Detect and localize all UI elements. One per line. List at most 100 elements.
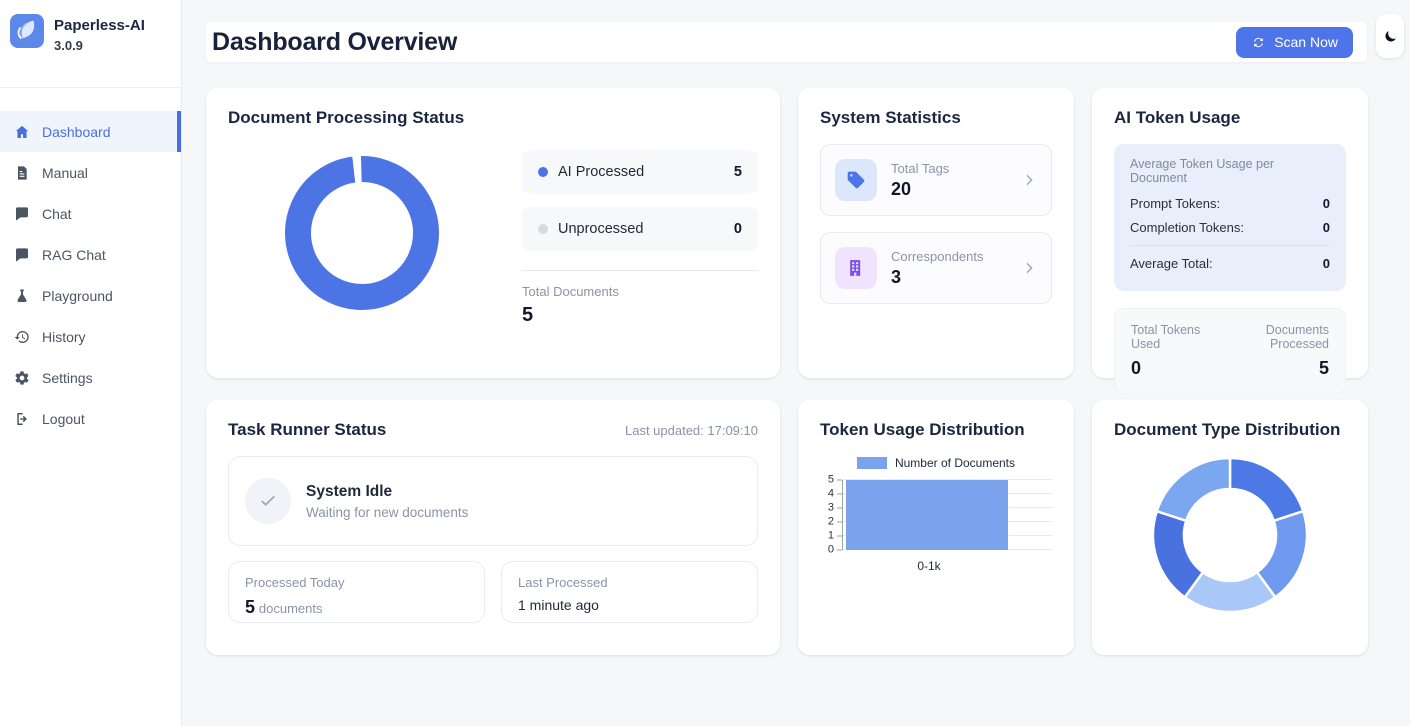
card-ai-token-usage: AI Token Usage Average Token Usage per D… <box>1092 88 1368 394</box>
legend-dot <box>538 167 548 177</box>
building-icon <box>850 260 861 276</box>
card-document-processing-status: Document Processing Status AI Processed … <box>206 88 780 378</box>
stat-label: Total Tags <box>891 160 950 176</box>
card-title: Document Processing Status <box>228 108 465 127</box>
average-total-row: Average Total: 0 <box>1130 256 1330 271</box>
sidebar-item-label: Logout <box>42 410 85 427</box>
sidebar-item-rag-chat[interactable]: RAG Chat <box>0 234 181 275</box>
stat-row-total-tags[interactable]: Total Tags 20 <box>820 144 1052 216</box>
card-title: System Statistics <box>820 108 961 127</box>
scan-now-label: Scan Now <box>1274 34 1338 50</box>
home-icon <box>15 125 29 138</box>
kv-label: Completion Tokens: <box>1130 220 1244 235</box>
building-icon <box>835 247 877 289</box>
bar-rect <box>846 480 1008 550</box>
tag-icon <box>835 159 877 201</box>
sidebar-item-label: Settings <box>42 369 93 386</box>
dark-mode-toggle[interactable] <box>1376 14 1404 58</box>
donut-segment <box>1155 456 1232 523</box>
check-icon <box>245 478 291 524</box>
page-title: Dashboard Overview <box>212 27 458 56</box>
sidebar-item-label: Playground <box>42 287 113 304</box>
total-tokens-label: Total Tokens Used <box>1131 323 1201 351</box>
bar-plot <box>842 479 1052 550</box>
dashboard-grid: Document Processing Status AI Processed … <box>206 88 1404 655</box>
card-document-type-distribution: Document Type Distribution <box>1092 400 1368 655</box>
kv-value: 0 <box>1322 220 1330 235</box>
avg-usage-header: Average Token Usage per Document <box>1130 157 1275 185</box>
sidebar-item-label: Chat <box>42 205 72 222</box>
sidebar-item-label: Dashboard <box>42 123 111 140</box>
y-tick: 2 <box>828 516 842 528</box>
x-axis-category-label: 0-1k <box>917 559 941 573</box>
card-token-usage-distribution: Token Usage Distribution Number of Docum… <box>798 400 1074 655</box>
stat-label: Correspondents <box>891 248 984 264</box>
kv-value: 0 <box>1322 256 1330 271</box>
history-clock-icon <box>14 330 29 343</box>
legend-dot <box>538 224 548 234</box>
donut-segment <box>1151 509 1205 600</box>
status-title: System Idle <box>306 482 393 500</box>
card-task-runner-status: Task Runner Status Last updated: 17:09:1… <box>206 400 780 655</box>
sidebar-item-history[interactable]: History <box>0 316 181 357</box>
prompt-tokens-row: Prompt Tokens: 0 <box>1130 196 1330 211</box>
scan-now-button[interactable]: Scan Now <box>1236 26 1353 58</box>
divider <box>1130 245 1330 246</box>
leaf-icon <box>10 14 44 48</box>
total-documents-label: Total Documents <box>522 284 619 299</box>
token-usage-bar-chart: 0 1 2 3 4 5 <box>822 474 1052 555</box>
sidebar: Paperless-AI 3.0.9 Dashboard Manual Chat… <box>0 0 182 726</box>
legend-item-unprocessed: Unprocessed 0 <box>522 207 758 251</box>
legend-value: 0 <box>733 221 742 237</box>
gear-icon <box>15 370 29 385</box>
main-content: Dashboard Overview Scan Now Document Pro… <box>182 0 1410 655</box>
chat-bubble-icon <box>16 206 28 221</box>
y-tick: 0 <box>828 544 842 556</box>
card-title: Token Usage Distribution <box>820 420 1025 439</box>
sidebar-item-dashboard[interactable]: Dashboard <box>0 111 181 152</box>
sidebar-item-label: RAG Chat <box>42 246 106 263</box>
app-name: Paperless-AI <box>54 17 145 34</box>
sidebar-item-label: Manual <box>42 164 88 181</box>
processed-today-value: 5 <box>245 597 256 617</box>
sidebar-nav: Dashboard Manual Chat RAG Chat Playgroun… <box>0 88 181 439</box>
kv-label: Average Total: <box>1130 256 1213 271</box>
total-documents-value: 5 <box>522 304 534 326</box>
card-title: Task Runner Status <box>228 420 387 439</box>
last-processed-panel: Last Processed 1 minute ago <box>501 561 758 623</box>
sidebar-item-manual[interactable]: Manual <box>0 152 181 193</box>
chevron-right-icon <box>1021 172 1037 188</box>
average-usage-panel: Average Token Usage per Document Prompt … <box>1114 144 1346 291</box>
app-logo: Paperless-AI 3.0.9 <box>0 0 181 88</box>
bar-y-axis: 0 1 2 3 4 5 <box>822 474 842 555</box>
donut-segment <box>1228 456 1305 523</box>
stat-row-correspondents[interactable]: Correspondents 3 <box>820 232 1052 304</box>
sidebar-item-chat[interactable]: Chat <box>0 193 181 234</box>
kv-value: 0 <box>1322 196 1330 211</box>
processing-donut-chart <box>283 154 441 312</box>
divider <box>522 270 758 271</box>
legend-swatch <box>856 457 887 469</box>
sidebar-item-logout[interactable]: Logout <box>0 398 181 439</box>
total-tokens-value: 0 <box>1131 358 1142 378</box>
legend-item-ai-processed: AI Processed 5 <box>522 150 758 194</box>
flask-icon <box>17 289 27 302</box>
processed-today-label: Processed Today <box>245 575 345 590</box>
stat-value: 20 <box>891 178 912 199</box>
sidebar-item-playground[interactable]: Playground <box>0 275 181 316</box>
last-processed-label: Last Processed <box>518 575 608 590</box>
sidebar-item-settings[interactable]: Settings <box>0 357 181 398</box>
y-tick: 4 <box>828 488 842 500</box>
token-totals-panel: Total Tokens Used 0 Documents Processed … <box>1114 308 1346 394</box>
moon-icon <box>1384 30 1396 42</box>
gridline <box>843 479 1052 480</box>
last-updated: Last updated: 17:09:10 <box>624 423 758 438</box>
legend-label: Unprocessed <box>558 221 644 237</box>
y-tick: 1 <box>828 530 842 542</box>
docs-processed-value: 5 <box>1318 358 1329 378</box>
legend-series-label: Number of Documents <box>894 456 1016 470</box>
chevron-right-icon <box>1021 260 1037 276</box>
header: Dashboard Overview Scan Now <box>206 14 1404 62</box>
tag-icon <box>847 171 865 189</box>
last-processed-value: 1 minute ago <box>518 597 599 613</box>
